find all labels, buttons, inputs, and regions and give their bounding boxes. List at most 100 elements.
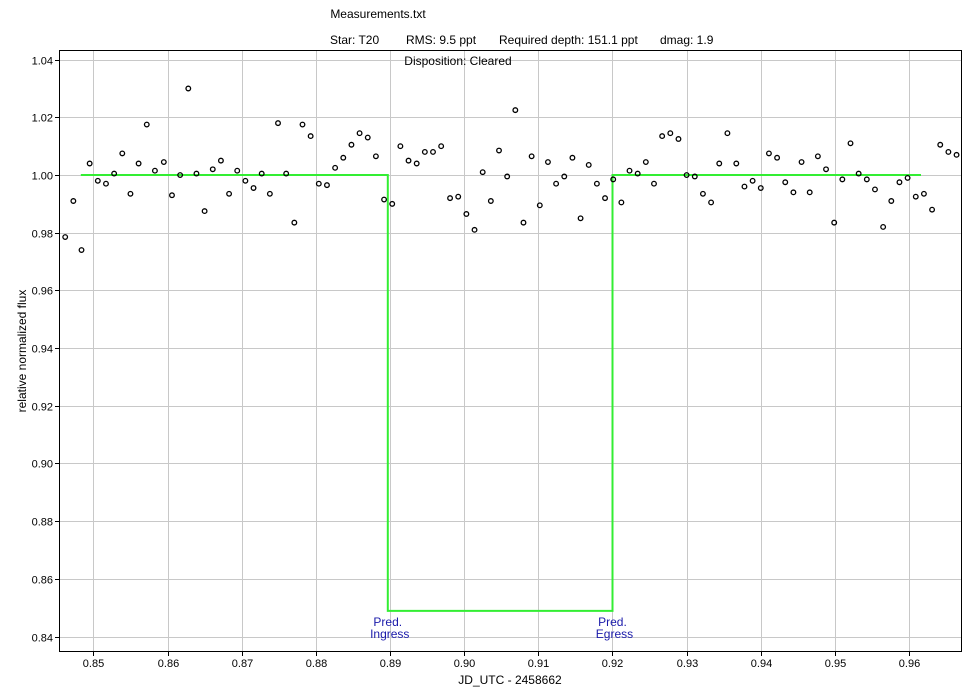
data-point	[62, 234, 69, 241]
data-point	[169, 192, 175, 199]
data-point	[790, 189, 797, 196]
data-point	[626, 167, 633, 174]
data-point	[733, 160, 740, 167]
data-point	[814, 153, 821, 160]
data-point	[119, 150, 126, 157]
y-tick-label: 1.02	[32, 113, 53, 125]
y-tick-label: 0.96	[32, 286, 53, 298]
grid-lines	[60, 51, 961, 651]
data-point	[512, 107, 519, 114]
data-point	[724, 130, 731, 137]
x-tick-label: 0.86	[158, 658, 179, 670]
disposition-label: Disposition: Cleared	[404, 54, 511, 68]
data-point	[651, 180, 657, 187]
data-point	[438, 143, 445, 150]
data-point	[920, 190, 927, 197]
x-tick-label: 0.92	[602, 658, 623, 670]
data-point	[831, 219, 838, 226]
transit-model-line	[80, 174, 921, 612]
data-point	[340, 154, 347, 161]
data-point	[70, 198, 77, 204]
data-point	[912, 193, 919, 200]
data-point	[348, 141, 355, 148]
data-point	[937, 141, 944, 148]
data-point	[863, 176, 870, 183]
data-point	[504, 173, 511, 180]
data-point	[823, 166, 829, 173]
egress-annotation-line2: Egress	[596, 627, 633, 641]
data-point	[585, 161, 592, 168]
x-tick-label: 0.96	[899, 658, 920, 670]
y-tick-label: 1.04	[32, 56, 53, 68]
y-tick-label: 0.86	[32, 575, 53, 587]
subtitle-dmag: dmag: 1.9	[660, 33, 714, 47]
data-point	[143, 121, 150, 128]
data-point	[86, 160, 93, 167]
y-tick-label: 0.90	[32, 459, 53, 471]
data-point	[299, 121, 306, 128]
data-point	[471, 226, 478, 233]
data-point	[430, 149, 436, 155]
data-point	[634, 170, 641, 177]
data-point	[716, 160, 723, 167]
data-point	[185, 85, 192, 92]
data-point	[389, 200, 396, 207]
data-point	[953, 151, 960, 158]
data-point	[332, 164, 339, 171]
data-point	[880, 224, 887, 230]
axis-ticks: 0.85 0.86 0.87 0.88 0.89 0.90 0.91 0.92 0.93 0.94…	[32, 56, 921, 671]
data-point	[691, 173, 698, 180]
x-tick-label: 0.89	[380, 658, 401, 670]
y-tick-label: 0.84	[32, 633, 53, 645]
data-point	[741, 183, 748, 190]
data-point	[177, 172, 184, 178]
data-point	[226, 190, 233, 197]
data-point	[544, 159, 551, 166]
x-tick-label: 0.91	[528, 658, 549, 670]
data-point	[806, 189, 813, 196]
data-point	[283, 170, 290, 177]
ingress-annotation-line2: Ingress	[370, 627, 409, 641]
data-point	[381, 196, 388, 203]
data-point	[569, 154, 576, 161]
data-point	[275, 120, 281, 127]
data-point	[618, 199, 625, 206]
data-point	[455, 193, 462, 200]
data-point	[675, 136, 682, 142]
data-point	[127, 190, 134, 197]
data-point	[103, 180, 109, 187]
data-point	[593, 180, 600, 187]
data-point	[94, 177, 101, 184]
x-tick-label: 0.90	[454, 658, 475, 670]
data-point	[847, 140, 854, 147]
data-point	[496, 147, 502, 154]
data-point	[111, 170, 118, 177]
y-tick-label: 0.88	[32, 517, 53, 529]
data-point	[463, 211, 470, 217]
data-point	[250, 185, 257, 191]
transit-model	[80, 174, 921, 612]
y-axis-label: relative normalized flux	[15, 290, 29, 413]
data-point	[872, 186, 878, 193]
data-point	[405, 157, 412, 164]
y-tick-label: 0.92	[32, 402, 53, 414]
data-point	[364, 134, 371, 141]
data-point	[266, 190, 273, 197]
data-point	[839, 176, 846, 183]
data-point	[757, 185, 764, 191]
data-point	[683, 172, 690, 178]
data-point	[234, 167, 241, 174]
subtitle-rms: RMS: 9.5 ppt	[406, 33, 477, 47]
data-point	[160, 159, 167, 166]
data-point	[397, 143, 404, 150]
data-point	[659, 133, 666, 140]
data-point	[782, 179, 789, 186]
data-point	[78, 247, 85, 253]
data-point	[421, 149, 428, 155]
data-points	[62, 85, 960, 253]
chart-title: Measurements.txt	[330, 7, 426, 21]
data-point	[561, 173, 568, 180]
data-point	[151, 167, 158, 174]
x-tick-label: 0.95	[825, 658, 846, 670]
x-tick-label: 0.87	[232, 658, 253, 670]
